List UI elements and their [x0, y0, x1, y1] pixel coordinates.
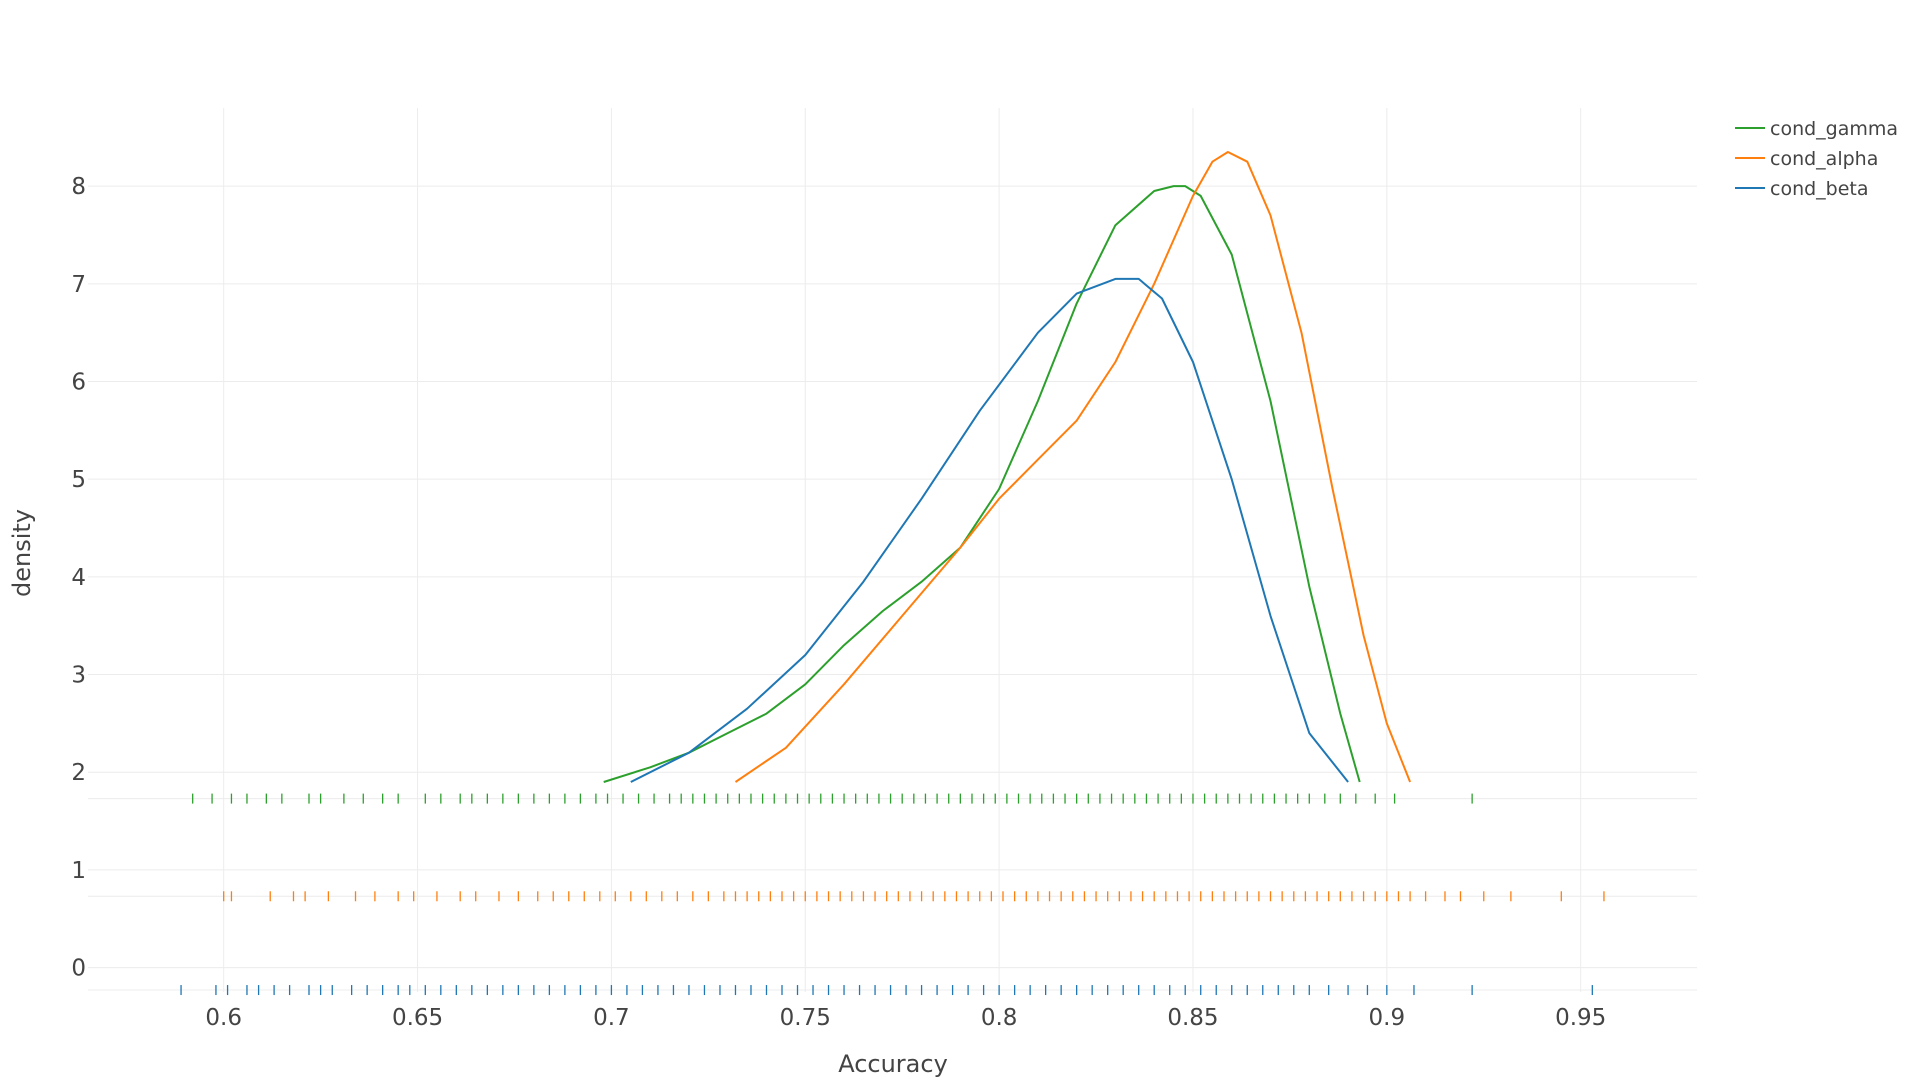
- legend-label: cond_beta: [1770, 178, 1869, 200]
- legend-item-cond_beta[interactable]: cond_beta: [1735, 178, 1869, 200]
- cond_beta-density-curve: [630, 277, 1349, 783]
- x-tick-label: 0.85: [1167, 1005, 1218, 1031]
- x-tick-label: 0.7: [593, 1005, 630, 1031]
- y-tick-label: 3: [71, 663, 86, 689]
- rug-layer: [180, 793, 1605, 996]
- cond_alpha-density-curve: [734, 151, 1412, 783]
- x-tick-label: 0.65: [392, 1005, 443, 1031]
- y-axis-title: density: [8, 509, 36, 597]
- cond_gamma-density-curve: [603, 185, 1361, 783]
- tick-layer: 0.6 0.65 0.7 0.75 0.8 0.85 0.9 0.95 0 1 2 3 4 5 6 7 8: [71, 174, 1606, 1031]
- legend-item-cond_gamma[interactable]: cond_gamma: [1735, 118, 1898, 140]
- y-tick-label: 7: [71, 272, 86, 298]
- y-tick-label: 8: [71, 174, 86, 200]
- y-tick-label: 1: [71, 858, 86, 884]
- legend-label: cond_gamma: [1770, 118, 1898, 140]
- curve-layer: [603, 151, 1412, 783]
- y-tick-label: 5: [71, 467, 86, 493]
- grid-layer: [88, 108, 1697, 992]
- legend-label: cond_alpha: [1770, 148, 1878, 170]
- x-tick-label: 0.95: [1555, 1005, 1606, 1031]
- x-tick-label: 0.6: [205, 1005, 242, 1031]
- legend[interactable]: cond_gamma cond_alpha cond_beta: [1735, 118, 1898, 200]
- x-axis-title: Accuracy: [838, 1050, 948, 1078]
- y-tick-label: 2: [71, 760, 86, 786]
- x-tick-label: 0.75: [780, 1005, 831, 1031]
- y-tick-label: 6: [71, 370, 86, 396]
- legend-item-cond_alpha[interactable]: cond_alpha: [1735, 148, 1878, 170]
- y-tick-label: 4: [71, 565, 86, 591]
- x-tick-label: 0.9: [1369, 1005, 1406, 1031]
- y-tick-label: 0: [71, 956, 86, 982]
- x-tick-label: 0.8: [981, 1005, 1018, 1031]
